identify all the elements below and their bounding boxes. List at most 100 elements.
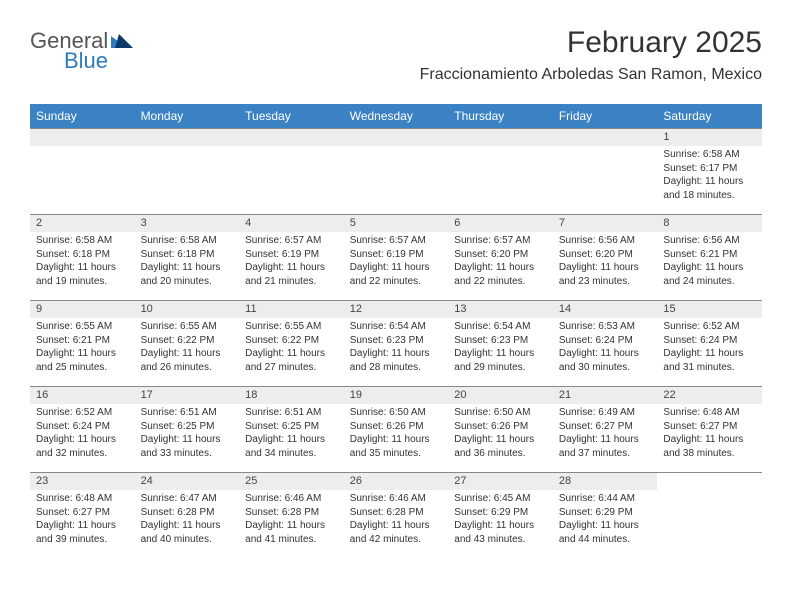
month-title: February 2025 <box>420 26 762 60</box>
day-details: Sunrise: 6:58 AM Sunset: 6:17 PM Dayligh… <box>657 146 762 206</box>
daylight-text: Daylight: 11 hours and 26 minutes. <box>141 347 234 374</box>
sunset-text: Sunset: 6:24 PM <box>559 334 652 348</box>
day-number: 6 <box>448 215 553 232</box>
day-number: 17 <box>135 387 240 404</box>
day-details: Sunrise: 6:54 AMSunset: 6:23 PMDaylight:… <box>344 318 449 378</box>
weekday-label: Thursday <box>448 104 553 128</box>
sunset-text: Sunset: 6:28 PM <box>141 506 234 520</box>
day-number: 13 <box>448 301 553 318</box>
day-details: Sunrise: 6:55 AMSunset: 6:22 PMDaylight:… <box>239 318 344 378</box>
day-details: Sunrise: 6:57 AMSunset: 6:20 PMDaylight:… <box>448 232 553 292</box>
daylight-text: Daylight: 11 hours and 40 minutes. <box>141 519 234 546</box>
daylight-text: Daylight: 11 hours and 33 minutes. <box>141 433 234 460</box>
sunrise-text: Sunrise: 6:55 AM <box>245 320 338 334</box>
day-details: Sunrise: 6:58 AMSunset: 6:18 PMDaylight:… <box>30 232 135 292</box>
calendar-cell-empty <box>344 129 449 214</box>
sunset-text: Sunset: 6:24 PM <box>36 420 129 434</box>
weekday-label: Monday <box>135 104 240 128</box>
calendar-week: 9Sunrise: 6:55 AMSunset: 6:21 PMDaylight… <box>30 300 762 386</box>
calendar-cell: 8Sunrise: 6:56 AMSunset: 6:21 PMDaylight… <box>657 215 762 300</box>
day-details: Sunrise: 6:56 AMSunset: 6:20 PMDaylight:… <box>553 232 658 292</box>
day-number: 21 <box>553 387 658 404</box>
sunset-text: Sunset: 6:29 PM <box>454 506 547 520</box>
day-number: 5 <box>344 215 449 232</box>
sunset-text: Sunset: 6:20 PM <box>559 248 652 262</box>
day-details: Sunrise: 6:57 AMSunset: 6:19 PMDaylight:… <box>344 232 449 292</box>
calendar-cell: 22Sunrise: 6:48 AMSunset: 6:27 PMDayligh… <box>657 387 762 472</box>
logo-triangle-icon <box>111 34 133 51</box>
sunset-text: Sunset: 6:19 PM <box>350 248 443 262</box>
daylight-text: Daylight: 11 hours and 19 minutes. <box>36 261 129 288</box>
sunset-text: Sunset: 6:21 PM <box>663 248 756 262</box>
calendar-cell: 28Sunrise: 6:44 AMSunset: 6:29 PMDayligh… <box>553 473 658 558</box>
sunset-text: Sunset: 6:25 PM <box>141 420 234 434</box>
sunrise-text: Sunrise: 6:51 AM <box>245 406 338 420</box>
day-details: Sunrise: 6:54 AMSunset: 6:23 PMDaylight:… <box>448 318 553 378</box>
sunrise-text: Sunrise: 6:48 AM <box>36 492 129 506</box>
weekday-label: Saturday <box>657 104 762 128</box>
calendar-cell-empty <box>135 129 240 214</box>
day-number: 23 <box>30 473 135 490</box>
calendar-cell: 25Sunrise: 6:46 AMSunset: 6:28 PMDayligh… <box>239 473 344 558</box>
sunset-text: Sunset: 6:17 PM <box>663 162 756 176</box>
day-details: Sunrise: 6:51 AMSunset: 6:25 PMDaylight:… <box>239 404 344 464</box>
sunrise-text: Sunrise: 6:58 AM <box>663 148 756 162</box>
weekday-header-row: Sunday Monday Tuesday Wednesday Thursday… <box>30 104 762 128</box>
day-details: Sunrise: 6:50 AMSunset: 6:26 PMDaylight:… <box>448 404 553 464</box>
calendar-cell: 10Sunrise: 6:55 AMSunset: 6:22 PMDayligh… <box>135 301 240 386</box>
calendar-cell: 9Sunrise: 6:55 AMSunset: 6:21 PMDaylight… <box>30 301 135 386</box>
calendar-week: 16Sunrise: 6:52 AMSunset: 6:24 PMDayligh… <box>30 386 762 472</box>
sunrise-text: Sunrise: 6:53 AM <box>559 320 652 334</box>
calendar-cell: 18Sunrise: 6:51 AMSunset: 6:25 PMDayligh… <box>239 387 344 472</box>
daylight-text: Daylight: 11 hours and 30 minutes. <box>559 347 652 374</box>
sunrise-text: Sunrise: 6:46 AM <box>350 492 443 506</box>
sunrise-text: Sunrise: 6:55 AM <box>141 320 234 334</box>
day-number: 3 <box>135 215 240 232</box>
sunrise-text: Sunrise: 6:45 AM <box>454 492 547 506</box>
daylight-text: Daylight: 11 hours and 43 minutes. <box>454 519 547 546</box>
daylight-text: Daylight: 11 hours and 23 minutes. <box>559 261 652 288</box>
sunrise-text: Sunrise: 6:44 AM <box>559 492 652 506</box>
sunrise-text: Sunrise: 6:58 AM <box>36 234 129 248</box>
calendar-cell: 5Sunrise: 6:57 AMSunset: 6:19 PMDaylight… <box>344 215 449 300</box>
day-number: 15 <box>657 301 762 318</box>
daylight-text: Daylight: 11 hours and 22 minutes. <box>350 261 443 288</box>
day-number: 8 <box>657 215 762 232</box>
day-details: Sunrise: 6:45 AMSunset: 6:29 PMDaylight:… <box>448 490 553 550</box>
sunset-text: Sunset: 6:23 PM <box>454 334 547 348</box>
day-number: 22 <box>657 387 762 404</box>
calendar-cell: 19Sunrise: 6:50 AMSunset: 6:26 PMDayligh… <box>344 387 449 472</box>
daylight-text: Daylight: 11 hours and 37 minutes. <box>559 433 652 460</box>
daylight-text: Daylight: 11 hours and 22 minutes. <box>454 261 547 288</box>
day-number: 1 <box>657 129 762 146</box>
day-number: 20 <box>448 387 553 404</box>
sunrise-text: Sunrise: 6:50 AM <box>454 406 547 420</box>
sunrise-text: Sunrise: 6:58 AM <box>141 234 234 248</box>
day-number: 18 <box>239 387 344 404</box>
daylight-text: Daylight: 11 hours and 32 minutes. <box>36 433 129 460</box>
calendar-cell: 16Sunrise: 6:52 AMSunset: 6:24 PMDayligh… <box>30 387 135 472</box>
page-header: February 2025 Fraccionamiento Arboledas … <box>420 26 762 84</box>
day-details: Sunrise: 6:46 AMSunset: 6:28 PMDaylight:… <box>239 490 344 550</box>
sunset-text: Sunset: 6:28 PM <box>350 506 443 520</box>
sunset-text: Sunset: 6:22 PM <box>141 334 234 348</box>
sunset-text: Sunset: 6:20 PM <box>454 248 547 262</box>
day-number: 2 <box>30 215 135 232</box>
calendar-cell: 12Sunrise: 6:54 AMSunset: 6:23 PMDayligh… <box>344 301 449 386</box>
sunrise-text: Sunrise: 6:57 AM <box>454 234 547 248</box>
daylight-text: Daylight: 11 hours and 20 minutes. <box>141 261 234 288</box>
sunset-text: Sunset: 6:24 PM <box>663 334 756 348</box>
calendar-cell: 7Sunrise: 6:56 AMSunset: 6:20 PMDaylight… <box>553 215 658 300</box>
calendar-cell: 20Sunrise: 6:50 AMSunset: 6:26 PMDayligh… <box>448 387 553 472</box>
calendar-cell: 27Sunrise: 6:45 AMSunset: 6:29 PMDayligh… <box>448 473 553 558</box>
sunrise-text: Sunrise: 6:54 AM <box>350 320 443 334</box>
daylight-text: Daylight: 11 hours and 29 minutes. <box>454 347 547 374</box>
day-details: Sunrise: 6:53 AMSunset: 6:24 PMDaylight:… <box>553 318 658 378</box>
day-number: 16 <box>30 387 135 404</box>
calendar-cell-empty <box>239 129 344 214</box>
weekday-label: Tuesday <box>239 104 344 128</box>
day-number: 28 <box>553 473 658 490</box>
calendar-week: 1 Sunrise: 6:58 AM Sunset: 6:17 PM Dayli… <box>30 128 762 214</box>
sunrise-text: Sunrise: 6:57 AM <box>350 234 443 248</box>
sunrise-text: Sunrise: 6:49 AM <box>559 406 652 420</box>
